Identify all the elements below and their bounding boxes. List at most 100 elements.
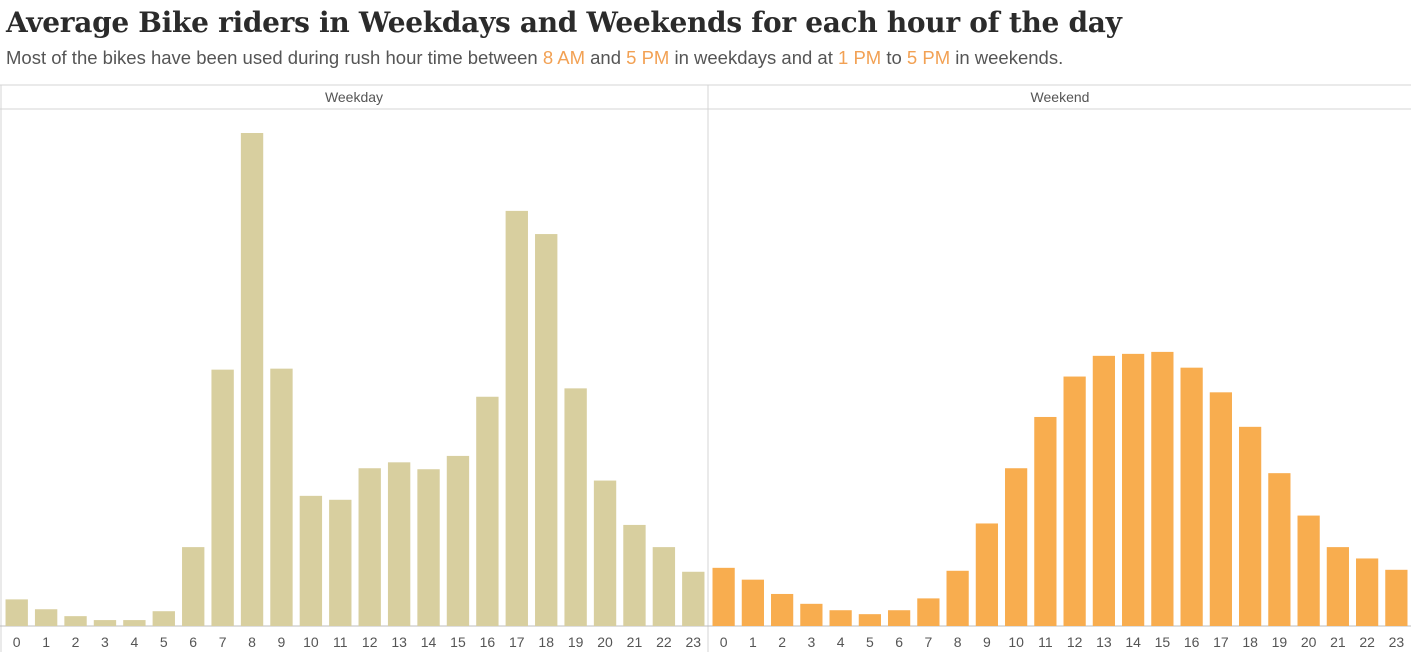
- x-tick-label-weekday-18: 18: [538, 634, 554, 650]
- subtitle-highlight-1pm: 1 PM: [838, 47, 882, 68]
- bar-weekend-hour-7: [917, 598, 940, 626]
- bar-weekday-hour-0: [5, 599, 28, 626]
- bar-weekday-hour-16: [476, 396, 499, 626]
- bar-weekday-hour-19: [564, 388, 587, 626]
- bar-weekday-hour-13: [387, 462, 411, 626]
- x-tick-label-weekday-7: 7: [219, 634, 227, 650]
- bar-weekend-hour-4: [829, 610, 852, 626]
- bar-weekend-hour-23: [1385, 569, 1408, 626]
- x-tick-label-weekend-6: 6: [895, 634, 903, 650]
- x-tick-label-weekday-4: 4: [130, 634, 138, 650]
- subtitle-highlight-5pm: 5 PM: [626, 47, 670, 68]
- bar-weekend-hour-5: [858, 614, 881, 626]
- bar-weekday-hour-22: [652, 547, 676, 626]
- x-tick-label-weekday-19: 19: [568, 634, 584, 650]
- x-tick-label-weekend-17: 17: [1213, 634, 1229, 650]
- x-tick-label-weekend-1: 1: [749, 634, 757, 650]
- bar-weekday-hour-5: [152, 611, 175, 626]
- x-tick-label-weekend-0: 0: [720, 634, 728, 650]
- bar-weekday-hour-8: [240, 133, 264, 626]
- bar-weekend-hour-16: [1180, 367, 1203, 626]
- bar-weekday-hour-4: [123, 620, 146, 626]
- x-tick-label-weekday-0: 0: [13, 634, 21, 650]
- panel-label-weekend: Weekend: [1031, 89, 1090, 105]
- panel-label-weekday: Weekday: [325, 89, 383, 105]
- x-tick-label-weekend-19: 19: [1272, 634, 1288, 650]
- x-tick-label-weekend-20: 20: [1301, 634, 1317, 650]
- x-tick-label-weekend-23: 23: [1389, 634, 1405, 650]
- x-tick-label-weekday-23: 23: [686, 634, 702, 650]
- x-tick-label-weekend-16: 16: [1184, 634, 1200, 650]
- x-tick-label-weekday-5: 5: [160, 634, 168, 650]
- bar-weekend-hour-21: [1326, 547, 1349, 626]
- bar-weekday-hour-14: [417, 469, 440, 626]
- bar-weekday-hour-9: [270, 368, 293, 626]
- x-tick-label-weekend-3: 3: [807, 634, 815, 650]
- subtitle-text-5: in weekends.: [950, 47, 1064, 68]
- x-tick-label-weekday-13: 13: [391, 634, 407, 650]
- x-tick-label-weekday-12: 12: [362, 634, 378, 650]
- x-tick-label-weekend-15: 15: [1155, 634, 1171, 650]
- bar-weekend-hour-15: [1151, 351, 1174, 626]
- bar-weekday-hour-17: [505, 210, 528, 626]
- x-tick-label-weekend-13: 13: [1096, 634, 1112, 650]
- x-tick-label-weekday-8: 8: [248, 634, 256, 650]
- bars-group: [5, 133, 1408, 627]
- x-tick-label-weekend-22: 22: [1359, 634, 1375, 650]
- x-tick-label-weekday-1: 1: [42, 634, 50, 650]
- x-tick-label-weekday-11: 11: [333, 634, 348, 650]
- bar-weekday-hour-1: [34, 609, 58, 626]
- bar-weekend-hour-18: [1239, 426, 1262, 626]
- bar-weekday-hour-21: [623, 524, 646, 626]
- bar-weekend-hour-0: [712, 567, 735, 626]
- x-tick-label-weekend-4: 4: [837, 634, 845, 650]
- chart-subtitle: Most of the bikes have been used during …: [6, 47, 1063, 69]
- x-tick-label-weekday-20: 20: [597, 634, 613, 650]
- x-tick-label-weekday-16: 16: [480, 634, 496, 650]
- x-tick-label-weekend-9: 9: [983, 634, 991, 650]
- bar-weekend-hour-9: [975, 523, 998, 626]
- bar-weekday-hour-18: [535, 234, 558, 626]
- bar-weekend-hour-14: [1122, 353, 1145, 626]
- bar-weekday-hour-20: [593, 480, 617, 626]
- bar-weekend-hour-2: [771, 593, 794, 627]
- subtitle-highlight-5pm-weekend: 5 PM: [906, 47, 951, 68]
- bar-weekend-hour-6: [888, 610, 911, 626]
- bar-weekend-hour-19: [1268, 473, 1291, 626]
- bar-weekend-hour-12: [1063, 376, 1086, 626]
- bar-weekday-hour-6: [182, 547, 205, 626]
- x-tick-label-weekday-9: 9: [278, 634, 286, 650]
- subtitle-text-3: in weekdays and at: [669, 47, 839, 68]
- bar-weekend-hour-1: [741, 579, 764, 626]
- x-tick-label-weekday-10: 10: [303, 634, 319, 650]
- bar-weekend-hour-22: [1356, 558, 1379, 626]
- x-tick-label-weekend-18: 18: [1242, 634, 1258, 650]
- bar-weekday-hour-3: [93, 620, 117, 626]
- bar-weekend-hour-8: [946, 570, 969, 626]
- x-tick-label-weekend-7: 7: [924, 634, 932, 650]
- bar-weekday-hour-2: [64, 616, 87, 626]
- x-tick-label-weekend-2: 2: [778, 634, 786, 650]
- x-tick-label-weekend-5: 5: [866, 634, 874, 650]
- x-tick-label-weekend-14: 14: [1125, 634, 1141, 650]
- x-tick-label-weekend-21: 21: [1330, 634, 1346, 650]
- x-tick-label-weekend-8: 8: [954, 634, 962, 650]
- bar-weekend-hour-20: [1297, 515, 1320, 626]
- subtitle-highlight-8am: 8 AM: [542, 47, 585, 68]
- x-tick-label-weekday-14: 14: [421, 634, 437, 650]
- x-tick-label-weekend-11: 11: [1038, 634, 1053, 650]
- x-tick-label-weekend-12: 12: [1067, 634, 1083, 650]
- subtitle-text-2: and: [585, 47, 627, 68]
- bar-weekday-hour-10: [299, 495, 323, 626]
- x-tick-label-weekday-22: 22: [656, 634, 672, 650]
- bar-weekday-hour-15: [446, 455, 470, 626]
- bar-weekend-hour-10: [1005, 468, 1028, 626]
- subtitle-text-1: Most of the bikes have been used during …: [6, 47, 543, 68]
- x-tick-label-weekday-17: 17: [509, 634, 525, 650]
- bar-weekend-hour-11: [1034, 416, 1057, 626]
- x-tick-label-weekday-6: 6: [189, 634, 197, 650]
- bar-weekend-hour-13: [1092, 355, 1115, 626]
- bar-weekday-hour-7: [211, 369, 234, 626]
- subtitle-text-4: to: [881, 47, 907, 68]
